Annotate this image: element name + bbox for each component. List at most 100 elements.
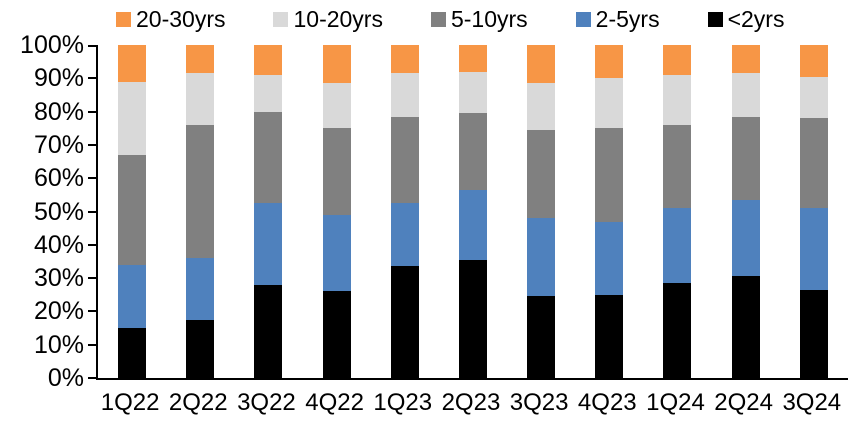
y-axis-label-10: 10%	[33, 330, 84, 359]
x-axis-label-3q24: 3Q24	[782, 389, 842, 416]
chart-legend: 20-30yrs 10-20yrs 5-10yrs 2-5yrs <2yrs	[116, 8, 784, 31]
bar-segment-2q22-10-20yrs	[186, 73, 215, 125]
bar-segment-2q23-5-10yrs	[458, 113, 487, 190]
bar-segment-1q23-10-20yrs	[390, 73, 419, 117]
bar-segment-1q22-20-30yrs	[118, 45, 147, 82]
bar-segment-2q24-5-10yrs	[731, 116, 760, 200]
bar-4q22	[322, 45, 351, 378]
bar-segment-3q24-5-10yrs	[799, 118, 828, 209]
x-axis-label-3q22: 3Q22	[237, 389, 296, 416]
y-axis-tick-20	[88, 310, 96, 313]
bar-segment-3q22-2-5yrs	[254, 203, 283, 285]
y-axis-label-0: 0%	[47, 364, 84, 392]
legend-swatch-10-20yrs	[273, 12, 289, 27]
x-axis-labels: 1Q22 2Q22 3Q22 4Q22 1Q23 2Q23 3Q23 4Q23 1Q24 2Q24…	[96, 389, 846, 416]
bar-3q22	[254, 45, 283, 378]
y-axis-tick-0	[88, 377, 96, 379]
bar-segment-4q23-2yrs	[595, 294, 624, 378]
bar-segment-4q23-2-5yrs	[595, 221, 624, 295]
bar-segment-4q23-5-10yrs	[595, 128, 624, 222]
y-axis-label-30: 30%	[33, 264, 84, 293]
legend-item-5-10yrs: 5-10yrs	[430, 6, 528, 32]
bar-segment-2q23-10-20yrs	[458, 71, 487, 114]
bar-segment-2q22-2-5yrs	[186, 258, 215, 320]
legend-swatch-20-30yrs	[116, 12, 131, 27]
bar-segment-2q23-2yrs	[458, 259, 487, 378]
bar-segment-2q24-2-5yrs	[731, 199, 760, 277]
legend-label-2yrs: <2yrs	[727, 6, 785, 32]
y-axis-tick-80	[88, 110, 96, 113]
y-axis-tick-30	[88, 277, 96, 280]
bar-segment-1q23-2yrs	[390, 266, 419, 378]
x-axis-label-4q22: 4Q22	[305, 389, 364, 416]
plot-area	[88, 45, 848, 380]
legend-label-5-10yrs: 5-10yrs	[450, 6, 528, 32]
bar-segment-4q22-2-5yrs	[322, 214, 351, 292]
y-axis-tick-100	[88, 45, 96, 47]
bar-segment-2q22-20-30yrs	[186, 45, 215, 74]
bar-3q24	[799, 45, 828, 378]
bar-1q24	[663, 45, 692, 378]
legend-swatch-5-10yrs	[430, 12, 446, 27]
bar-segment-1q22-2-5yrs	[118, 264, 147, 329]
bar-segment-3q22-20-30yrs	[254, 45, 283, 75]
bar-3q23	[527, 45, 556, 378]
bars-container	[98, 45, 848, 378]
y-axis-tick-90	[88, 77, 96, 80]
legend-swatch-2yrs	[707, 12, 723, 27]
x-axis-label-2q22: 2Q22	[168, 389, 228, 416]
x-axis-label-2q24: 2Q24	[714, 389, 773, 416]
bar-segment-2q24-2yrs	[731, 276, 760, 378]
bar-2q24	[731, 45, 760, 378]
y-axis-label-90: 90%	[33, 64, 84, 93]
y-axis-label-100: 100%	[20, 31, 84, 59]
bar-4q23	[595, 45, 624, 378]
y-axis-tick-70	[88, 143, 96, 146]
y-axis-label-70: 70%	[33, 130, 84, 159]
legend-item-2-5yrs: 2-5yrs	[575, 8, 660, 31]
legend-item-20-30yrs: 20-30yrs	[116, 8, 225, 31]
x-axis-label-1q22: 1Q22	[100, 389, 160, 416]
bar-segment-1q22-5-10yrs	[118, 154, 147, 265]
bar-segment-4q22-20-30yrs	[322, 45, 351, 84]
bar-segment-1q23-2-5yrs	[390, 203, 419, 267]
y-axis-label-20: 20%	[33, 297, 84, 326]
x-axis-label-2q23: 2Q23	[441, 389, 501, 416]
bar-segment-3q24-10-20yrs	[799, 76, 828, 119]
y-axis-label-80: 80%	[33, 97, 84, 126]
bar-segment-2q23-2-5yrs	[458, 189, 487, 260]
y-axis-tick-40	[88, 243, 96, 246]
bar-segment-2q24-20-30yrs	[731, 45, 760, 74]
bar-2q23	[458, 45, 487, 378]
bar-segment-1q24-20-30yrs	[663, 45, 692, 75]
bar-segment-1q22-10-20yrs	[118, 81, 147, 155]
bar-segment-1q24-2-5yrs	[663, 208, 692, 284]
bar-segment-3q24-2yrs	[799, 289, 828, 378]
bar-segment-1q23-20-30yrs	[390, 45, 419, 74]
legend-item-10-20yrs: 10-20yrs	[273, 6, 383, 32]
y-axis-labels: 100% 90% 80% 70% 60% 50% 40% 30% 20% 10% 0%	[0, 32, 84, 391]
y-axis-label-50: 50%	[33, 197, 84, 226]
bar-segment-2q22-5-10yrs	[186, 124, 215, 259]
x-axis-label-1q23: 1Q23	[373, 389, 433, 416]
bar-segment-1q24-10-20yrs	[663, 75, 692, 125]
y-axis-label-40: 40%	[33, 230, 84, 259]
bar-segment-3q23-2-5yrs	[527, 218, 556, 297]
bar-segment-3q22-5-10yrs	[254, 111, 283, 204]
x-axis-label-4q23: 4Q23	[577, 389, 637, 416]
y-axis-tick-60	[88, 177, 96, 180]
bar-segment-3q23-10-20yrs	[527, 83, 556, 130]
bar-segment-3q23-5-10yrs	[527, 129, 556, 219]
legend-swatch-2-5yrs	[575, 12, 591, 27]
bar-segment-1q24-2yrs	[663, 283, 692, 378]
bar-segment-1q24-5-10yrs	[663, 124, 692, 209]
bar-segment-3q24-20-30yrs	[799, 45, 828, 77]
bar-segment-3q24-2-5yrs	[799, 208, 828, 290]
y-axis-tick-50	[88, 210, 96, 213]
bar-segment-3q23-2yrs	[527, 296, 556, 378]
legend-label-10-20yrs: 10-20yrs	[293, 6, 383, 32]
y-axis-tick-10	[88, 343, 96, 346]
y-axis-label-60: 60%	[33, 164, 84, 193]
bar-segment-4q22-5-10yrs	[322, 128, 351, 215]
